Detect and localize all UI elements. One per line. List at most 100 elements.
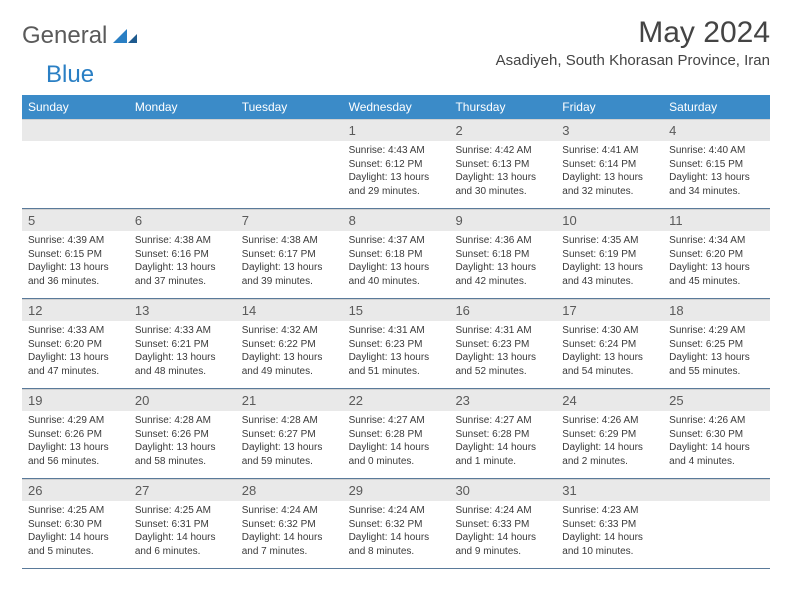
sunset-text: Sunset: 6:14 PM — [562, 158, 657, 172]
sunset-text: Sunset: 6:31 PM — [135, 518, 230, 532]
sunrise-text: Sunrise: 4:38 AM — [135, 234, 230, 248]
daylight-text: Daylight: 13 hours and 52 minutes. — [455, 351, 550, 378]
day-number: 5 — [22, 209, 129, 231]
day-detail-cell: Sunrise: 4:24 AMSunset: 6:32 PMDaylight:… — [343, 501, 450, 569]
sunrise-text: Sunrise: 4:37 AM — [349, 234, 444, 248]
day-detail-cell: Sunrise: 4:42 AMSunset: 6:13 PMDaylight:… — [449, 141, 556, 209]
day-number: 19 — [22, 389, 129, 411]
sunset-text: Sunset: 6:15 PM — [28, 248, 123, 262]
daylight-text: Daylight: 13 hours and 54 minutes. — [562, 351, 657, 378]
sunset-text: Sunset: 6:33 PM — [562, 518, 657, 532]
day-number: 20 — [129, 389, 236, 411]
sunset-text: Sunset: 6:29 PM — [562, 428, 657, 442]
daylight-text: Daylight: 14 hours and 1 minute. — [455, 441, 550, 468]
daylight-text: Daylight: 14 hours and 6 minutes. — [135, 531, 230, 558]
day-number-row: 567891011 — [22, 209, 770, 231]
daylight-text: Daylight: 14 hours and 0 minutes. — [349, 441, 444, 468]
sunrise-text: Sunrise: 4:40 AM — [669, 144, 764, 158]
weekday-tue: Tuesday — [236, 95, 343, 119]
day-number: 15 — [343, 299, 450, 321]
sunset-text: Sunset: 6:16 PM — [135, 248, 230, 262]
sunset-text: Sunset: 6:22 PM — [242, 338, 337, 352]
day-number: 25 — [663, 389, 770, 411]
sunrise-text: Sunrise: 4:31 AM — [349, 324, 444, 338]
daylight-text: Daylight: 13 hours and 43 minutes. — [562, 261, 657, 288]
sunrise-text: Sunrise: 4:39 AM — [28, 234, 123, 248]
day-detail-cell: Sunrise: 4:25 AMSunset: 6:30 PMDaylight:… — [22, 501, 129, 569]
sunset-text: Sunset: 6:30 PM — [28, 518, 123, 532]
daylight-text: Daylight: 14 hours and 8 minutes. — [349, 531, 444, 558]
sunrise-text: Sunrise: 4:38 AM — [242, 234, 337, 248]
day-number-row: 12131415161718 — [22, 299, 770, 321]
weekday-wed: Wednesday — [343, 95, 450, 119]
logo-triangle-icon — [113, 25, 137, 48]
sunset-text: Sunset: 6:28 PM — [349, 428, 444, 442]
sunset-text: Sunset: 6:20 PM — [669, 248, 764, 262]
daylight-text: Daylight: 13 hours and 29 minutes. — [349, 171, 444, 198]
weekday-mon: Monday — [129, 95, 236, 119]
sunrise-text: Sunrise: 4:24 AM — [349, 504, 444, 518]
day-number: 11 — [663, 209, 770, 231]
daylight-text: Daylight: 14 hours and 2 minutes. — [562, 441, 657, 468]
day-detail-cell — [236, 141, 343, 209]
daylight-text: Daylight: 13 hours and 36 minutes. — [28, 261, 123, 288]
daylight-text: Daylight: 13 hours and 42 minutes. — [455, 261, 550, 288]
day-number: 14 — [236, 299, 343, 321]
day-number: 22 — [343, 389, 450, 411]
sunset-text: Sunset: 6:28 PM — [455, 428, 550, 442]
sunset-text: Sunset: 6:18 PM — [455, 248, 550, 262]
daylight-text: Daylight: 13 hours and 40 minutes. — [349, 261, 444, 288]
sunrise-text: Sunrise: 4:26 AM — [669, 414, 764, 428]
day-detail-row: Sunrise: 4:43 AMSunset: 6:12 PMDaylight:… — [22, 141, 770, 209]
day-detail-cell: Sunrise: 4:23 AMSunset: 6:33 PMDaylight:… — [556, 501, 663, 569]
day-detail-cell: Sunrise: 4:26 AMSunset: 6:29 PMDaylight:… — [556, 411, 663, 479]
day-detail-cell: Sunrise: 4:33 AMSunset: 6:21 PMDaylight:… — [129, 321, 236, 389]
sunrise-text: Sunrise: 4:25 AM — [28, 504, 123, 518]
day-detail-cell: Sunrise: 4:27 AMSunset: 6:28 PMDaylight:… — [343, 411, 450, 479]
daylight-text: Daylight: 13 hours and 37 minutes. — [135, 261, 230, 288]
sunrise-text: Sunrise: 4:43 AM — [349, 144, 444, 158]
weekday-sun: Sunday — [22, 95, 129, 119]
daylight-text: Daylight: 14 hours and 9 minutes. — [455, 531, 550, 558]
sunset-text: Sunset: 6:33 PM — [455, 518, 550, 532]
day-detail-cell: Sunrise: 4:38 AMSunset: 6:16 PMDaylight:… — [129, 231, 236, 299]
day-number-row: 19202122232425 — [22, 389, 770, 411]
day-detail-cell: Sunrise: 4:31 AMSunset: 6:23 PMDaylight:… — [449, 321, 556, 389]
sunset-text: Sunset: 6:24 PM — [562, 338, 657, 352]
day-detail-cell: Sunrise: 4:28 AMSunset: 6:26 PMDaylight:… — [129, 411, 236, 479]
daylight-text: Daylight: 13 hours and 32 minutes. — [562, 171, 657, 198]
sunset-text: Sunset: 6:32 PM — [349, 518, 444, 532]
day-detail-cell: Sunrise: 4:26 AMSunset: 6:30 PMDaylight:… — [663, 411, 770, 479]
day-number: 24 — [556, 389, 663, 411]
day-detail-cell: Sunrise: 4:32 AMSunset: 6:22 PMDaylight:… — [236, 321, 343, 389]
day-number: 26 — [22, 479, 129, 501]
day-detail-row: Sunrise: 4:29 AMSunset: 6:26 PMDaylight:… — [22, 411, 770, 479]
sunset-text: Sunset: 6:12 PM — [349, 158, 444, 172]
sunset-text: Sunset: 6:20 PM — [28, 338, 123, 352]
daylight-text: Daylight: 13 hours and 45 minutes. — [669, 261, 764, 288]
sunset-text: Sunset: 6:26 PM — [135, 428, 230, 442]
daylight-text: Daylight: 13 hours and 48 minutes. — [135, 351, 230, 378]
day-number: 6 — [129, 209, 236, 231]
sunset-text: Sunset: 6:23 PM — [455, 338, 550, 352]
day-detail-cell: Sunrise: 4:43 AMSunset: 6:12 PMDaylight:… — [343, 141, 450, 209]
sunrise-text: Sunrise: 4:41 AM — [562, 144, 657, 158]
weekday-sat: Saturday — [663, 95, 770, 119]
day-number: 2 — [449, 119, 556, 141]
day-detail-cell: Sunrise: 4:34 AMSunset: 6:20 PMDaylight:… — [663, 231, 770, 299]
sunrise-text: Sunrise: 4:31 AM — [455, 324, 550, 338]
day-detail-cell: Sunrise: 4:25 AMSunset: 6:31 PMDaylight:… — [129, 501, 236, 569]
daylight-text: Daylight: 14 hours and 10 minutes. — [562, 531, 657, 558]
daylight-text: Daylight: 13 hours and 34 minutes. — [669, 171, 764, 198]
day-detail-cell: Sunrise: 4:24 AMSunset: 6:32 PMDaylight:… — [236, 501, 343, 569]
day-detail-cell: Sunrise: 4:35 AMSunset: 6:19 PMDaylight:… — [556, 231, 663, 299]
day-number: 27 — [129, 479, 236, 501]
month-title: May 2024 — [496, 16, 770, 50]
day-detail-cell: Sunrise: 4:29 AMSunset: 6:26 PMDaylight:… — [22, 411, 129, 479]
sunrise-text: Sunrise: 4:33 AM — [28, 324, 123, 338]
sunset-text: Sunset: 6:19 PM — [562, 248, 657, 262]
day-number: 3 — [556, 119, 663, 141]
sunset-text: Sunset: 6:21 PM — [135, 338, 230, 352]
daylight-text: Daylight: 13 hours and 55 minutes. — [669, 351, 764, 378]
day-detail-cell: Sunrise: 4:38 AMSunset: 6:17 PMDaylight:… — [236, 231, 343, 299]
